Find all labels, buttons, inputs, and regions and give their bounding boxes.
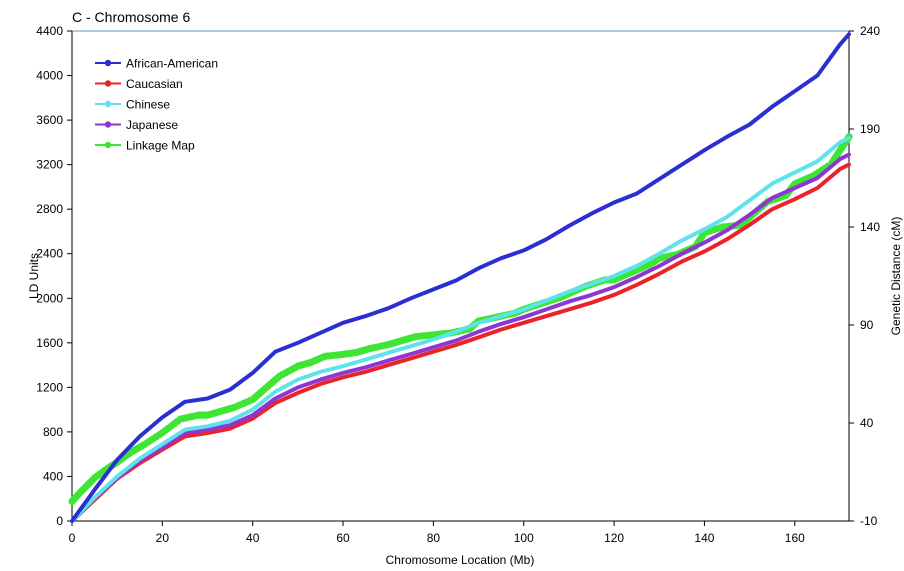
y2-tick-label: 90 <box>860 318 874 332</box>
legend-marker-caucasian <box>104 80 112 87</box>
legend-label-caucasian: Caucasian <box>126 77 183 91</box>
x-tick-label: 140 <box>694 531 714 545</box>
legend-marker-linkage-map <box>104 141 112 149</box>
series-layer <box>68 32 853 523</box>
y2-tick-label: 190 <box>860 122 880 136</box>
series-caucasian-line <box>70 162 851 523</box>
x-tick-label: 20 <box>156 531 170 545</box>
legend-marker-japanese <box>104 121 112 128</box>
y-ticks: 0 400 800 1200 1600 2000 2400 2800 3200 3600 4000 4… <box>36 24 72 528</box>
y-tick-label: 4400 <box>36 24 63 38</box>
y-tick-label: 400 <box>43 469 63 483</box>
x-tick-label: 0 <box>69 531 76 545</box>
y2-ticks: -10 40 90 140 190 240 <box>849 24 880 528</box>
y-tick-label: 4000 <box>36 69 63 83</box>
series-linkage-map <box>68 133 853 505</box>
x-tick-label: 80 <box>427 531 441 545</box>
x-tick-label: 40 <box>246 531 260 545</box>
x-ticks: 0 20 40 60 80 100 120 140 160 <box>69 521 805 545</box>
x-tick-label: 120 <box>604 531 624 545</box>
y-tick-label: 800 <box>43 425 63 439</box>
series-african-american-line <box>70 32 851 523</box>
x-tick-label: 160 <box>785 531 805 545</box>
y2-tick-label: 140 <box>860 220 880 234</box>
y-tick-label: 3600 <box>36 113 63 127</box>
legend: African-American Caucasian Chinese Japanese… <box>95 57 218 153</box>
y-tick-label: 1200 <box>36 380 63 394</box>
y2-tick-label: 240 <box>860 24 880 38</box>
y-tick-label: 1600 <box>36 336 63 350</box>
y-tick-label: 2400 <box>36 247 63 261</box>
legend-marker-chinese <box>104 100 112 108</box>
y-tick-label: 2000 <box>36 291 63 305</box>
legend-label-japanese: Japanese <box>126 118 178 132</box>
y2-tick-label: 40 <box>860 416 874 430</box>
y-tick-label: 0 <box>56 514 63 528</box>
y2-tick-label: -10 <box>860 514 878 528</box>
series-chinese-line <box>70 135 851 523</box>
legend-label-chinese: Chinese <box>126 98 170 112</box>
y-axis-title: LD Units <box>27 253 41 299</box>
x-tick-label: 100 <box>514 531 534 545</box>
legend-label-linkage-map: Linkage Map <box>126 139 195 153</box>
legend-label-african-american: African-American <box>126 57 218 71</box>
y-tick-label: 2800 <box>36 202 63 216</box>
y2-axis-title: Genetic Distance (cM) <box>889 217 903 336</box>
chart-title: C - Chromosome 6 <box>72 9 190 25</box>
legend-marker-african-american <box>104 59 112 67</box>
series-japanese-line <box>70 152 851 523</box>
x-axis-title: Chromosome Location (Mb) <box>386 553 535 567</box>
x-tick-label: 60 <box>336 531 350 545</box>
y-tick-label: 3200 <box>36 158 63 172</box>
